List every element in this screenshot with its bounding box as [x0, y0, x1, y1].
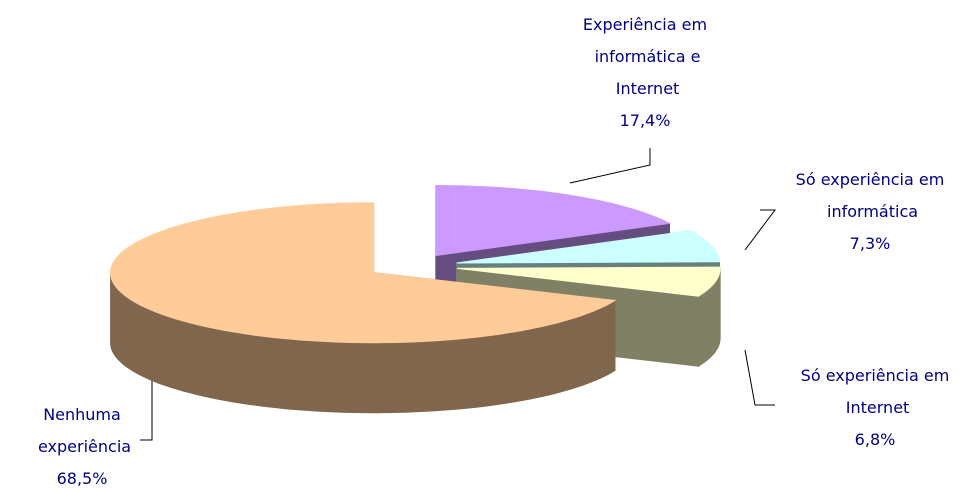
slice-top [457, 266, 721, 297]
slice-value-label: 68,5% [57, 469, 108, 488]
slice-value-label: 7,3% [850, 234, 891, 253]
slice-top [435, 184, 672, 257]
slice-label: Só experiência em informática [796, 170, 945, 221]
leader-line [744, 209, 776, 251]
leader-line [569, 148, 651, 184]
slice-label: Experiência em informática e Internet [583, 15, 707, 98]
slice-top [110, 202, 617, 344]
slice-label: Nenhuma experiência [33, 405, 131, 456]
leader-line [744, 349, 775, 406]
slice-label: Só experiência em Internet [801, 366, 950, 417]
slice-top [456, 230, 721, 264]
slice [110, 202, 617, 414]
slice-value-label: 6,8% [855, 430, 896, 449]
leader-line [140, 380, 153, 441]
slice-value-label: 17,4% [620, 111, 671, 130]
